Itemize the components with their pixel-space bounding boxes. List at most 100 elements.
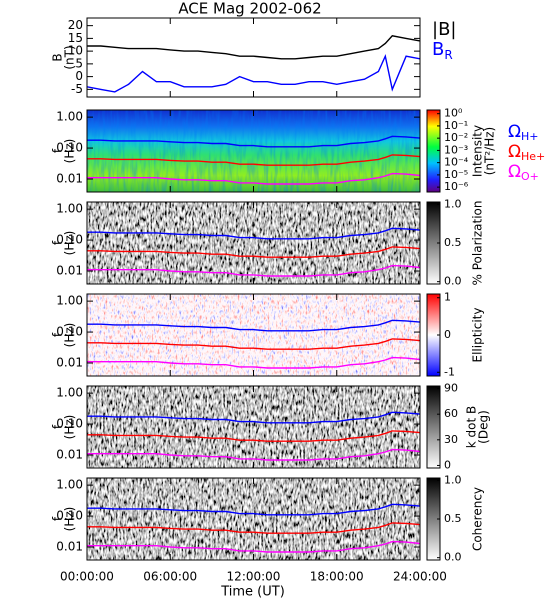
y-tick-label: 0.01 (56, 264, 83, 278)
series-line (87, 319, 420, 332)
colorbar-label: % Polarization (471, 201, 485, 286)
colorbar-tick-label: 0 (444, 328, 451, 341)
legend-entry: ΩO+ (508, 162, 539, 183)
x-tick-label: 18:00:00 (310, 570, 364, 584)
y-axis-label: B (51, 53, 65, 61)
y-tick-label: 0.10 (56, 325, 83, 339)
legend-name: Ω (508, 142, 521, 162)
legend-sub: H+ (521, 130, 539, 143)
series-line (87, 448, 420, 461)
y-tick-label: 1.00 (56, 202, 83, 216)
x-axis-label: Time (UT) (220, 585, 285, 600)
y-tick-label: 0.01 (56, 356, 83, 370)
y-axis-label: (nT) (63, 45, 77, 69)
colorbar-tick-label: 1 (444, 291, 451, 304)
y-tick-label: 5 (75, 56, 83, 70)
series-line (87, 227, 420, 240)
y-tick-label: 0.01 (56, 540, 83, 554)
series-line (87, 35, 420, 60)
y-tick-label: 1.00 (56, 386, 83, 400)
legend-entry: ΩH+ (508, 122, 539, 143)
y-tick-label: 1.00 (56, 110, 83, 124)
y-tick-label: 15 (68, 31, 83, 45)
y-tick-label: 0.01 (56, 172, 83, 186)
colorbar-tick-label: 10⁻² (444, 131, 468, 144)
legend-entry: BR (432, 39, 453, 62)
y-tick-label: 1.00 (56, 294, 83, 308)
series-line (87, 264, 420, 277)
spectrogram (87, 202, 420, 284)
x-tick-label: 24:00:00 (393, 570, 447, 584)
y-axis-label: f (51, 332, 65, 337)
y-tick-label: 10 (68, 44, 83, 58)
colorbar-tick-label: 0 (444, 458, 451, 471)
x-tick-label: 12:00:00 (227, 570, 281, 584)
series-line (87, 430, 420, 442)
colorbar-tick-label: -1 (444, 365, 455, 378)
colorbar-label: k dot B (465, 406, 479, 448)
x-tick-label: 06:00:00 (143, 570, 197, 584)
legend-entry: ΩHe+ (508, 142, 545, 163)
colorbar-tick-label: 10⁻⁵ (444, 168, 468, 181)
series-line (87, 503, 420, 516)
y-axis-label: (Hz) (63, 415, 77, 440)
series-line (87, 172, 420, 185)
series-line (87, 522, 420, 534)
y-tick-label: 0.01 (56, 448, 83, 462)
y-axis-label: (Hz) (63, 231, 77, 256)
x-tick-label: 00:00:00 (60, 570, 114, 584)
legend-name: Ω (508, 122, 521, 142)
colorbar-tick-label: 10⁻³ (444, 143, 468, 156)
y-axis-label: (Hz) (63, 507, 77, 532)
series-line (87, 540, 420, 553)
y-axis-label: f (51, 424, 65, 429)
colorbar-tick-label: 30 (444, 433, 458, 446)
colorbar-label: (Deg) (477, 410, 491, 444)
colorbar-tick-label: 0.0 (444, 551, 462, 564)
series-line (87, 53, 420, 93)
spectrogram (87, 478, 420, 560)
legend-name: |B| (432, 19, 456, 40)
series-line (87, 356, 420, 369)
y-tick-label: 1.00 (56, 478, 83, 492)
chart-title: ACE Mag 2002-062 (178, 0, 321, 18)
legend-entry: |B| (432, 19, 456, 40)
colorbar-tick-label: 60 (444, 407, 458, 420)
colorbar-tick-label: 0.0 (444, 275, 462, 288)
legend-name: Ω (508, 162, 521, 182)
colorbar-tick-label: 1.0 (444, 197, 462, 210)
colorbar-tick-label: 0.5 (444, 236, 462, 249)
colorbar-tick-label: 1.0 (444, 473, 462, 486)
colorbar (426, 385, 441, 469)
colorbar-label: Ellipticity (471, 308, 485, 363)
y-tick-label: 0.10 (56, 233, 83, 247)
colorbar (426, 109, 441, 193)
y-tick-label: 0.10 (56, 417, 83, 431)
y-axis-label: f (51, 516, 65, 521)
y-axis-label: (Hz) (63, 139, 77, 164)
y-tick-label: 0 (75, 69, 83, 83)
series-line (87, 246, 420, 258)
colorbar-tick-label: 10⁻¹ (444, 119, 468, 132)
y-tick-label: 0.10 (56, 141, 83, 155)
spectrogram-texture (87, 110, 420, 192)
plot-frame (86, 17, 421, 98)
series-line (87, 135, 420, 148)
y-tick-label: 0.10 (56, 509, 83, 523)
colorbar-label: (nT²/Hz) (483, 127, 497, 175)
series-line (87, 338, 420, 350)
spectrogram (87, 386, 420, 468)
y-axis-label: f (51, 240, 65, 245)
colorbar-label: Intensity (471, 125, 485, 177)
colorbar-tick-label: 10⁻⁴ (444, 156, 469, 169)
y-tick-label: 20 (68, 18, 83, 32)
legend-name: B (432, 39, 444, 60)
series-line (87, 154, 420, 166)
spectrogram (87, 294, 420, 376)
y-axis-label: f (51, 148, 65, 153)
legend-sub: R (444, 48, 452, 62)
y-tick-label: -5 (71, 82, 83, 96)
series-line (87, 411, 420, 424)
y-axis-label: (Hz) (63, 323, 77, 348)
